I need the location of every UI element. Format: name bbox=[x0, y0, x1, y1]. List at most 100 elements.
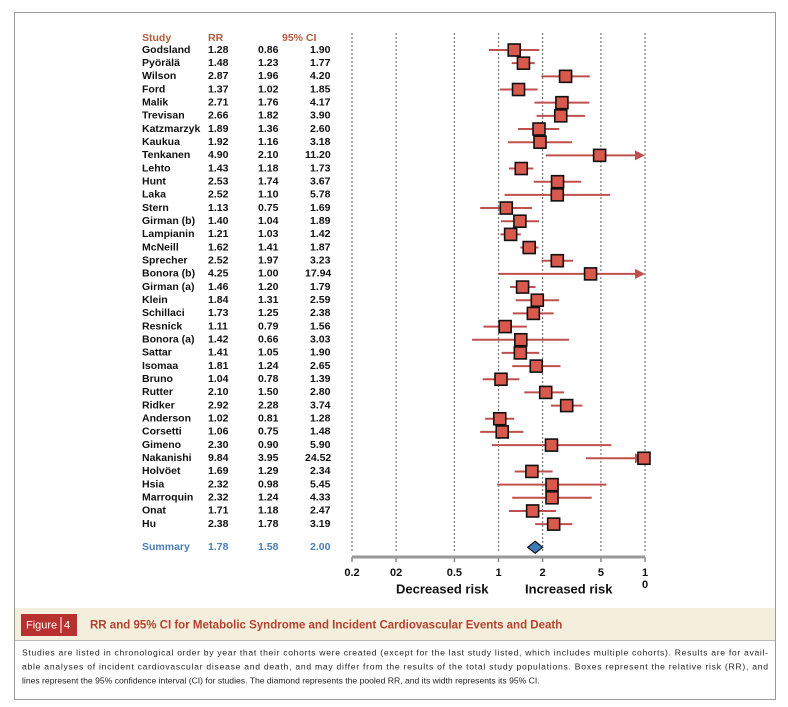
study-name: Isomaa bbox=[142, 360, 178, 372]
study-name: Pyörälä bbox=[142, 57, 180, 69]
rr-value: 4.25 bbox=[208, 268, 229, 280]
study-name: Wilson bbox=[142, 70, 176, 82]
study-name: Girman (a) bbox=[142, 281, 195, 293]
rr-box bbox=[498, 319, 512, 334]
ci-upper: 2.60 bbox=[310, 123, 331, 135]
rr-value: 2.71 bbox=[208, 96, 229, 108]
rr-value: 1.37 bbox=[208, 83, 229, 95]
ci-lower: 1.50 bbox=[258, 386, 279, 398]
caption: Studies are listed in chronological orde… bbox=[22, 647, 768, 685]
study-name: Ford bbox=[142, 83, 165, 95]
ci-lower: 1.20 bbox=[258, 281, 279, 293]
rr-value: 1.04 bbox=[208, 373, 229, 385]
rr-value: 9.84 bbox=[208, 452, 229, 464]
ci-lower: 2.28 bbox=[258, 399, 279, 411]
ci-lower: 0.98 bbox=[258, 478, 279, 490]
rr-value: 1.71 bbox=[208, 505, 229, 517]
ci-upper: 3.03 bbox=[310, 334, 331, 346]
rr-value: 1.21 bbox=[208, 228, 229, 240]
study-name: Anderson bbox=[142, 413, 191, 425]
study-name: Sprecher bbox=[142, 255, 188, 267]
ci-lower: 1.10 bbox=[258, 189, 279, 201]
ci-upper: 2.59 bbox=[310, 294, 331, 306]
rr-value: 1.43 bbox=[208, 162, 229, 174]
study-name: Klein bbox=[142, 294, 168, 306]
ci-upper: 3.19 bbox=[310, 518, 331, 530]
rr-value: 1.02 bbox=[208, 413, 229, 425]
study-name: Hunt bbox=[142, 175, 166, 187]
rr-value: 2.38 bbox=[208, 518, 229, 530]
rr-box bbox=[637, 451, 651, 466]
rr-box bbox=[495, 425, 510, 439]
ci-lower: 1.24 bbox=[258, 360, 279, 372]
ci-upper: 1.89 bbox=[310, 215, 331, 227]
caption-line: lines represent the 95% confidence inter… bbox=[22, 675, 540, 685]
rr-box bbox=[514, 161, 529, 176]
rr-box bbox=[550, 188, 565, 202]
study-name: Schillaci bbox=[142, 307, 185, 319]
rr-box bbox=[494, 372, 508, 387]
rr-box bbox=[507, 43, 522, 57]
ci-upper: 4.33 bbox=[310, 492, 331, 504]
ci-upper: 3.74 bbox=[310, 399, 331, 411]
ci-upper: 24.52 bbox=[305, 452, 331, 464]
rr-box bbox=[513, 214, 527, 229]
study-name: Marroquin bbox=[142, 492, 193, 504]
ci-upper: 1.69 bbox=[310, 202, 331, 214]
rr-box bbox=[592, 148, 607, 163]
ci-upper: 4.20 bbox=[310, 70, 331, 82]
rr-box bbox=[533, 135, 547, 149]
frame bbox=[14, 12, 776, 700]
ci-lower: 1.18 bbox=[258, 162, 279, 174]
ci-lower: 0.78 bbox=[258, 373, 279, 385]
ci-lower: 1.31 bbox=[258, 294, 279, 306]
rr-value: 2.32 bbox=[208, 492, 229, 504]
study-name: Onat bbox=[142, 505, 166, 517]
rr-value: 2.30 bbox=[208, 439, 229, 451]
caption-line: Studies are listed in chronological orde… bbox=[22, 647, 768, 657]
study-name: Resnick bbox=[142, 320, 182, 332]
ci-upper: 1.28 bbox=[310, 413, 331, 425]
caption-band bbox=[15, 608, 775, 640]
rr-box bbox=[529, 359, 544, 373]
ci-lower: 1.02 bbox=[258, 83, 279, 95]
ci-lower: 2.10 bbox=[258, 149, 279, 161]
ci-upper: 5.78 bbox=[310, 189, 331, 201]
ci-lower: 1.76 bbox=[258, 96, 279, 108]
rr-box bbox=[558, 69, 573, 84]
ci-upper: 2.80 bbox=[310, 386, 331, 398]
ci-upper: 2.34 bbox=[310, 465, 331, 477]
study-name: Girman (b) bbox=[142, 215, 195, 227]
ci-lower: 1.97 bbox=[258, 255, 279, 267]
ci-arrow bbox=[635, 150, 645, 161]
rr-box bbox=[526, 306, 541, 321]
ci-upper: 3.67 bbox=[310, 175, 331, 187]
ci-lower: 1.23 bbox=[258, 57, 279, 69]
ci-lower: 0.86 bbox=[258, 44, 279, 56]
rr-value: 1.40 bbox=[208, 215, 229, 227]
figure-badge bbox=[21, 614, 77, 636]
x-tick-label: 2 bbox=[540, 567, 546, 579]
study-name: Stern bbox=[142, 202, 169, 214]
ci-lower: 0.81 bbox=[258, 413, 279, 425]
rr-box bbox=[538, 385, 553, 400]
ci-upper: 1.85 bbox=[310, 83, 331, 95]
rr-box bbox=[503, 227, 518, 242]
rr-box bbox=[515, 280, 530, 294]
ci-upper: 17.94 bbox=[305, 268, 331, 280]
ci-lower: 3.95 bbox=[258, 452, 279, 464]
ci-upper: 1.39 bbox=[310, 373, 331, 385]
rr-box bbox=[525, 464, 539, 479]
rr-value: 1.69 bbox=[208, 465, 229, 477]
ci-upper: 1.79 bbox=[310, 281, 331, 293]
figure-title: RR and 95% CI for Metabolic Syndrome and… bbox=[90, 620, 562, 632]
ci-upper: 2.65 bbox=[310, 360, 331, 372]
study-name: Hu bbox=[142, 518, 156, 530]
ci-upper: 3.90 bbox=[310, 110, 331, 122]
study-name: Bonora (a) bbox=[142, 334, 195, 346]
header-study: Study bbox=[142, 32, 171, 44]
rr-value: 1.73 bbox=[208, 307, 229, 319]
